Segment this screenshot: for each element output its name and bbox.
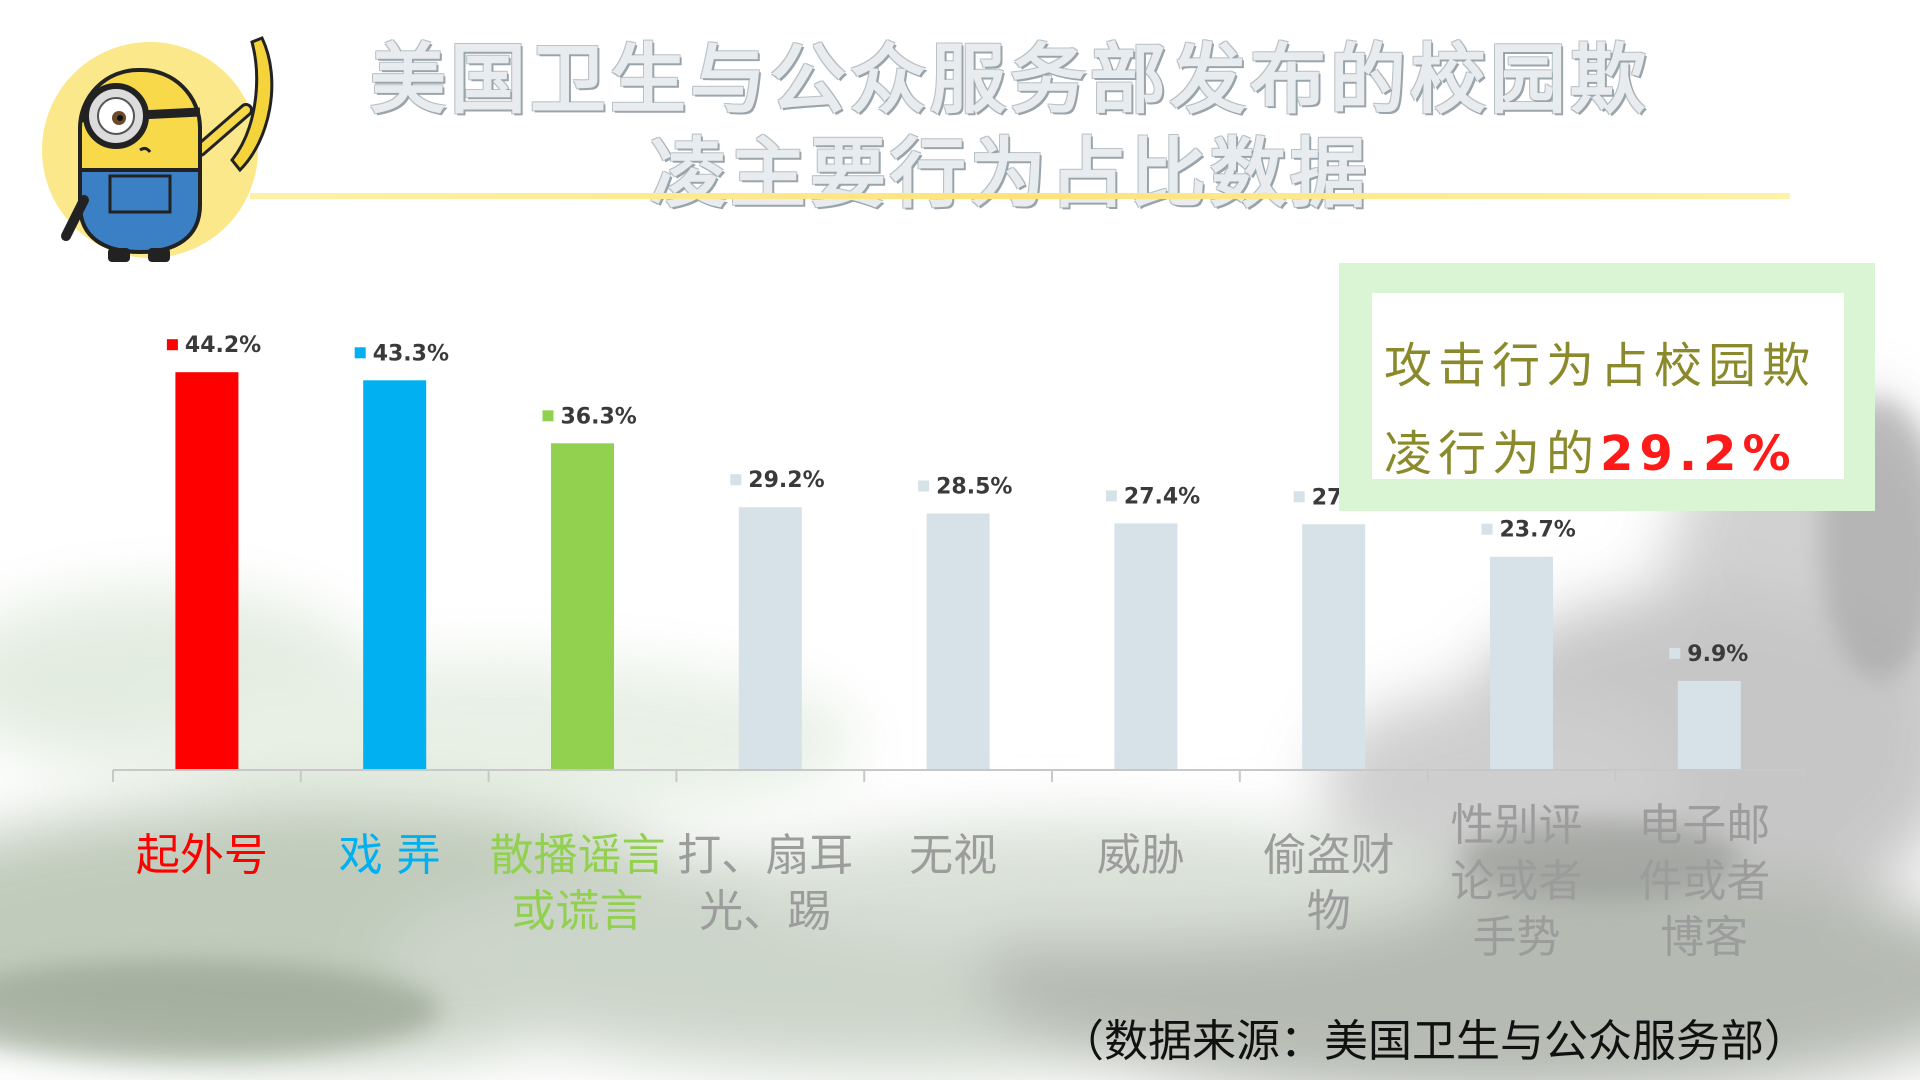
category-label-line: 戏 弄 [339, 830, 441, 881]
category-label-line: 物 [1307, 886, 1351, 937]
bar [738, 507, 802, 770]
category-label-line: 电子邮 [1638, 800, 1770, 851]
minion-holding-banana-icon [42, 36, 274, 262]
category-label-line: 打、扇耳 [677, 830, 853, 881]
x-axis [112, 769, 1805, 782]
category-label-line: 光、踢 [699, 886, 831, 937]
bar [1302, 524, 1366, 770]
bar [1677, 680, 1741, 770]
category-label: 威胁 [1097, 830, 1185, 881]
category-label: 起外号 [136, 830, 268, 881]
value-label: 36.3% [561, 404, 637, 429]
category-label-line: 起外号 [136, 830, 268, 881]
bar [926, 513, 990, 770]
title-underline [250, 193, 1790, 199]
page-title-line-2: 凌主要行为占比数据 [650, 129, 1370, 218]
value-label: 29.2% [748, 468, 824, 493]
category-label-line: 偷盗财 [1263, 830, 1395, 881]
category-label-line: 性别评 [1451, 800, 1583, 851]
category-label: 偷盗财物 [1263, 830, 1395, 937]
category-label-line: 博客 [1660, 912, 1748, 963]
value-label-marker [1669, 647, 1681, 659]
source-note: （数据来源：美国卫生与公众服务部） [1060, 1016, 1808, 1067]
value-label: 44.2% [185, 333, 261, 358]
callout-line-2-prefix: 凌行为的 [1384, 426, 1601, 482]
category-label-line: 威胁 [1097, 830, 1185, 881]
bar [1490, 556, 1553, 770]
bar [1114, 523, 1178, 770]
bar [175, 372, 239, 770]
callout-box [1372, 293, 1844, 479]
bars [175, 372, 1741, 770]
value-label-marker [166, 339, 178, 351]
category-label: 戏 弄 [339, 830, 441, 881]
value-labels: 44.2%43.3%36.3%29.2%28.5%27.4%27.3%23.7%… [166, 333, 1748, 667]
bar [551, 443, 614, 770]
category-label: 打、扇耳光、踢 [677, 830, 853, 937]
value-label: 9.9% [1687, 642, 1748, 667]
category-label: 无视 [909, 830, 997, 881]
callout-highlight-value: 29.2% [1600, 426, 1797, 482]
value-label-marker [1481, 523, 1493, 535]
category-label-line: 手势 [1473, 912, 1561, 963]
category-label-line: 论或者 [1451, 856, 1583, 907]
value-label: 43.3% [373, 341, 449, 366]
value-label: 23.7% [1500, 518, 1576, 543]
category-label-line: 或谎言 [512, 886, 644, 937]
value-label-marker [918, 480, 930, 492]
value-label-marker [730, 474, 742, 486]
value-label-marker [1293, 491, 1305, 503]
category-label: 电子邮件或者博客 [1638, 800, 1770, 963]
value-label-marker [542, 410, 554, 422]
value-label: 27.4% [1124, 484, 1200, 509]
category-label-line: 无视 [909, 830, 997, 881]
category-labels: 起外号戏 弄散播谣言或谎言打、扇耳光、踢无视 威胁 偷盗财物性别评论或者手势电子邮件… [136, 800, 1770, 963]
callout-line-1: 攻击行为占校园欺 [1384, 338, 1817, 394]
category-label-line: 件或者 [1638, 856, 1770, 907]
bar [363, 380, 427, 770]
page-title-line-1: 美国卫生与公众服务部发布的校园欺 [370, 35, 1650, 124]
value-label-marker [354, 347, 366, 359]
value-label: 28.5% [936, 475, 1012, 500]
category-label: 散播谣言或谎言 [490, 830, 666, 937]
category-label-line: 散播谣言 [490, 830, 666, 881]
value-label-marker [1105, 490, 1117, 502]
category-label: 性别评论或者手势 [1451, 800, 1583, 963]
callout-line-2: 凌行为的29.2% [1384, 414, 1797, 484]
